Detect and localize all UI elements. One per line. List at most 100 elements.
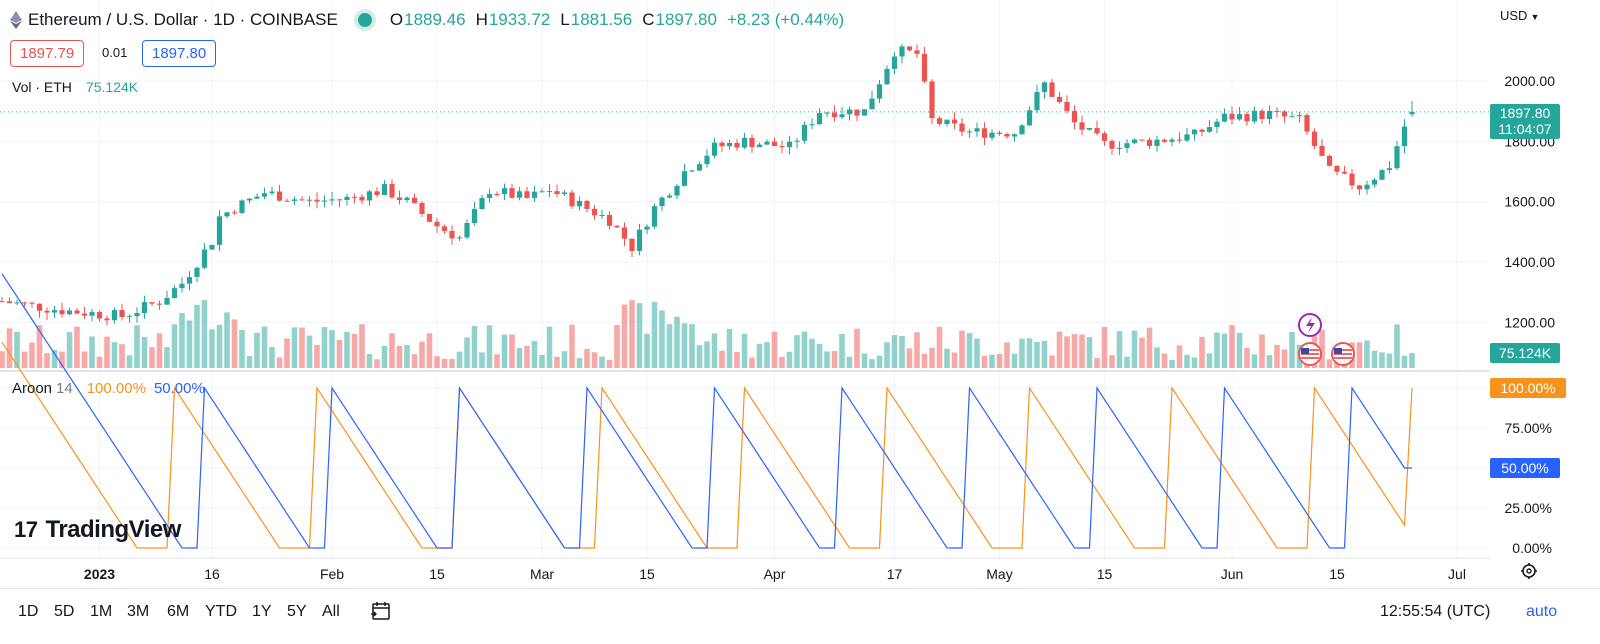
range-button-ytd[interactable]: YTD (205, 603, 237, 620)
volume-bar (1364, 340, 1370, 368)
range-button-1m[interactable]: 1M (90, 603, 113, 620)
volume-bar (1371, 350, 1378, 368)
volume-bar (1004, 342, 1010, 368)
candle-body (1334, 165, 1340, 172)
candle-body (681, 171, 688, 186)
volume-bar (989, 354, 995, 368)
candle-body (134, 313, 140, 317)
range-button-all[interactable]: All (322, 603, 340, 620)
volume-bar (1319, 330, 1325, 368)
range-button-1y[interactable]: 1Y (252, 603, 272, 620)
settings-gear-icon[interactable] (1521, 563, 1537, 579)
candle-body (471, 209, 478, 224)
time-tick-label: Jun (1221, 566, 1244, 582)
candle-body (194, 267, 200, 278)
time-tick-label: 15 (1097, 566, 1113, 582)
volume-bar (1131, 330, 1138, 368)
dividend-event-icon[interactable] (1298, 313, 1322, 337)
volume-bar (704, 341, 710, 368)
open-label: O (389, 10, 404, 29)
us-flag-event-icon-2[interactable] (1331, 342, 1355, 366)
range-button-1d[interactable]: 1D (18, 603, 39, 620)
volume-bar (1139, 337, 1145, 368)
candle-body (291, 199, 298, 201)
candle-body (179, 283, 185, 289)
currency-label: USD (1500, 8, 1528, 23)
candle-body (111, 310, 118, 321)
candle-body (876, 84, 883, 99)
candle-body (1169, 139, 1175, 142)
candle-body (771, 141, 778, 147)
candle-body (126, 316, 133, 318)
buy-price-button[interactable]: 1897.80 (142, 40, 217, 67)
volume-bar (366, 353, 373, 368)
auto-scale-button[interactable]: auto (1526, 603, 1558, 620)
tradingview-logo[interactable]: 17 TradingView (14, 516, 181, 544)
candle-body (119, 310, 125, 318)
range-button-6m[interactable]: 6M (167, 603, 190, 620)
aroon-down-value: 50.00% (153, 380, 205, 397)
aroon-up-line (1, 341, 1413, 549)
volume-bar (449, 358, 455, 368)
candles (0, 44, 1415, 326)
candle-body (726, 142, 733, 147)
volume-bar (126, 355, 133, 368)
us-flag-event-icon[interactable] (1298, 342, 1322, 366)
candle-body (839, 114, 845, 118)
volume-bar (1154, 347, 1160, 368)
aroon-label[interactable]: Aroon (12, 380, 53, 397)
candle-body (246, 198, 253, 201)
volume-bar (966, 332, 973, 368)
volume-bar (1094, 357, 1100, 368)
range-button-3m[interactable]: 3M (127, 603, 150, 620)
date-range-icon[interactable] (370, 600, 392, 627)
volume-bar (539, 354, 545, 368)
low-label: L (560, 10, 570, 29)
time-tick-label: 15 (639, 566, 655, 582)
volume-bar (194, 304, 200, 368)
aroon-tick-label: 75.00% (1505, 420, 1552, 436)
volume-bar (674, 316, 680, 368)
volume-bar (726, 328, 733, 368)
aroon-up-tag: 100.00% (1490, 378, 1566, 398)
candle-body (186, 277, 193, 284)
candle-body (734, 142, 740, 148)
candle-body (381, 184, 388, 196)
sell-price-button[interactable]: 1897.79 (10, 40, 85, 67)
low-value: 1881.56 (570, 10, 633, 29)
candle-body (1349, 173, 1355, 186)
candle-body (944, 119, 950, 124)
time-tick-label: 15 (429, 566, 445, 582)
candle-body (599, 214, 605, 216)
candle-body (231, 212, 238, 214)
candle-body (1071, 110, 1078, 123)
currency-selector[interactable]: USD ▼ (1500, 8, 1539, 23)
range-button-5d[interactable]: 5D (54, 603, 75, 620)
volume-bar (186, 320, 193, 368)
candle-body (51, 310, 58, 313)
utc-clock[interactable]: 12:55:54 (UTC) (1380, 603, 1491, 620)
volume-bar (36, 325, 43, 368)
candle-body (509, 188, 515, 198)
candle-body (1401, 126, 1408, 147)
candle-body (6, 301, 13, 304)
candle-body (501, 188, 508, 195)
volume-bar (231, 319, 238, 368)
candle-body (1229, 113, 1235, 120)
candle-body (1221, 113, 1228, 122)
volume-bar (1034, 341, 1040, 368)
candle-body (449, 230, 455, 239)
volume-bar (344, 331, 350, 368)
candle-countdown: 11:04:07 (1498, 121, 1552, 137)
volume-bar (81, 351, 88, 368)
range-button-5y[interactable]: 5Y (287, 603, 307, 620)
candle-body (636, 229, 643, 251)
last-price-tag: 1897.80 11:04:07 (1490, 104, 1560, 139)
candle-body (981, 128, 988, 138)
volume-bar (351, 334, 358, 368)
symbol-title[interactable]: Ethereum / U.S. Dollar · 1D · COINBASE (28, 10, 338, 29)
volume-bar (1289, 331, 1295, 368)
volume-bar (899, 336, 905, 368)
volume-bar (1266, 355, 1273, 368)
